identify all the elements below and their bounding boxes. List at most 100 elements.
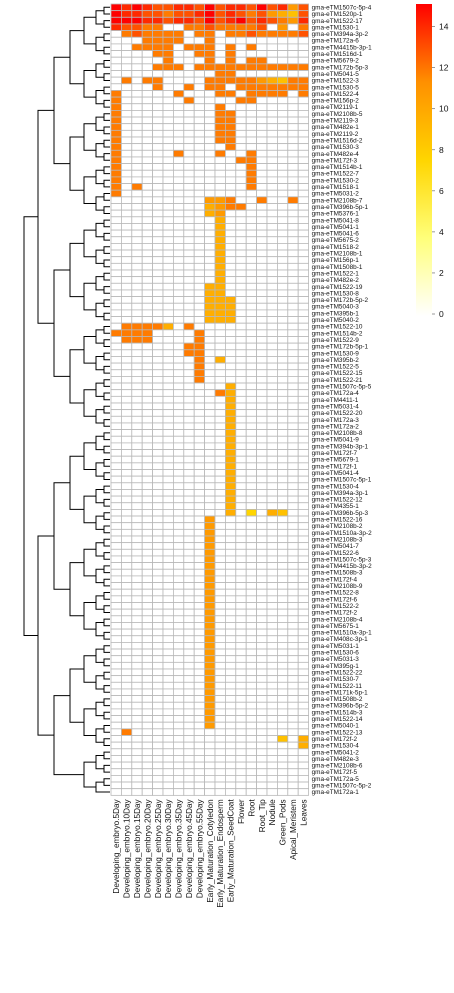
heatmap-cell: [276, 395, 289, 404]
heatmap-cell: [287, 143, 299, 151]
heatmap-cell: [172, 70, 185, 78]
heatmap-cell: [131, 282, 143, 291]
heatmap-cell: [276, 515, 289, 524]
heatmap-cell: [297, 449, 310, 457]
heatmap-cell: [224, 316, 237, 324]
heatmap-cell: [245, 236, 257, 244]
heatmap-cell: [172, 588, 185, 597]
heatmap-cell: [287, 342, 299, 351]
heatmap-cell: [224, 349, 237, 357]
heatmap-cell: [276, 249, 289, 258]
heatmap-cell: [235, 116, 247, 125]
heatmap-cell: [183, 555, 195, 564]
heatmap-cell: [256, 535, 268, 544]
row-label: gma-eTM5031-2: [312, 191, 360, 198]
heatmap-cell: [276, 721, 289, 730]
heatmap-cell: [193, 708, 205, 716]
dendrogram-branch: [69, 349, 84, 404]
heatmap-cell: [297, 196, 310, 204]
heatmap-cell: [121, 462, 133, 470]
heatmap-cell: [245, 595, 257, 603]
heatmap-cell: [297, 369, 310, 377]
heatmap-cell: [266, 256, 278, 264]
heatmap-cell: [276, 103, 289, 111]
heatmap-cell: [224, 661, 237, 670]
row-label: gma-eTM5031-4: [312, 403, 360, 410]
heatmap-cell: [266, 296, 278, 304]
heatmap-cell: [214, 715, 226, 723]
heatmap-cell: [266, 196, 278, 204]
heatmap-cell: [204, 489, 216, 497]
heatmap-cell: [297, 362, 310, 371]
heatmap-cell: [141, 449, 153, 457]
heatmap-cell: [204, 256, 216, 264]
heatmap-cell: [235, 149, 247, 158]
row-label: gma-eTM1518-2: [312, 244, 360, 251]
heatmap-cell: [235, 289, 247, 298]
heatmap-cell: [245, 223, 257, 231]
heatmap-cell: [287, 36, 299, 45]
row-label: gma-eTM2108b-7: [312, 197, 363, 204]
heatmap-cell: [141, 648, 153, 657]
heatmap-cell: [287, 562, 299, 570]
heatmap-cell: [110, 768, 122, 776]
heatmap-cell: [121, 642, 133, 650]
heatmap-cell: [162, 216, 174, 224]
heatmap-cell: [204, 249, 216, 258]
heatmap-cell: [297, 435, 310, 444]
heatmap-cell: [172, 628, 185, 637]
heatmap-cell: [162, 110, 174, 118]
heatmap-cell: [121, 602, 133, 610]
dendrogram-branch: [103, 578, 110, 587]
heatmap-cell: [235, 56, 247, 65]
dendrogram-branch: [83, 495, 96, 524]
row-label: gma-eTM482e-2: [312, 277, 360, 284]
heatmap-cell: [256, 482, 268, 490]
heatmap-cell: [110, 282, 122, 291]
heatmap-cell: [297, 63, 310, 71]
heatmap-cell: [245, 429, 257, 437]
heatmap-cell: [276, 661, 289, 670]
heatmap-cell: [172, 369, 185, 377]
heatmap-cell: [110, 116, 122, 125]
heatmap-cell: [141, 775, 153, 783]
heatmap-cell: [224, 70, 237, 78]
heatmap-cell: [131, 203, 143, 211]
heatmap-cell: [204, 223, 216, 231]
heatmap-cell: [287, 449, 299, 457]
heatmap-cell: [256, 781, 268, 790]
heatmap-cell: [172, 701, 185, 710]
heatmap-cell: [256, 435, 268, 444]
heatmap-cell: [172, 356, 185, 364]
heatmap-cell: [172, 90, 185, 98]
heatmap-cell: [110, 309, 122, 317]
heatmap-cell: [224, 23, 237, 32]
heatmap-cell: [214, 415, 226, 424]
heatmap-cell: [172, 642, 185, 650]
heatmap-cell: [245, 402, 257, 411]
heatmap-cell: [235, 415, 247, 424]
heatmap-cell: [121, 435, 133, 444]
heatmap-cell: [224, 542, 237, 550]
heatmap-cell: [204, 588, 216, 597]
heatmap-cell: [110, 635, 122, 643]
dendrogram-branch: [83, 16, 96, 45]
row-label: gma-eTM172a-5: [312, 776, 360, 783]
heatmap-cell: [224, 183, 237, 191]
heatmap-cell: [162, 788, 174, 796]
heatmap-cell: [162, 189, 174, 198]
column-label: Early_Maturation_SeedCoat: [227, 799, 236, 903]
heatmap-cell: [204, 136, 216, 145]
heatmap-cell: [256, 502, 268, 510]
heatmap-cell: [297, 715, 310, 723]
heatmap-cell: [204, 655, 216, 663]
heatmap-cell: [214, 90, 226, 98]
heatmap-cell: [162, 16, 174, 25]
heatmap-cell: [121, 129, 133, 138]
heatmap-cell: [162, 508, 174, 517]
heatmap-cell: [297, 761, 310, 770]
heatmap-cell: [297, 262, 310, 271]
dendrogram-branch: [103, 472, 110, 480]
heatmap-cell: [121, 755, 133, 763]
heatmap-cell: [193, 169, 205, 178]
